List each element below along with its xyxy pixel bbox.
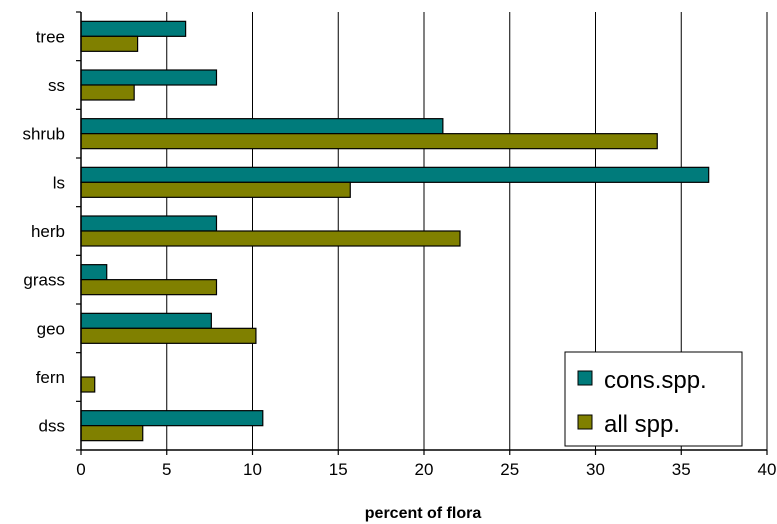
axes [76, 11, 768, 455]
x-tick-label-20: 20 [415, 460, 434, 479]
bar-dss-cons-spp [80, 410, 264, 427]
x-tick-label-10: 10 [243, 460, 262, 479]
x-tick-labels: 0 5 10 15 20 25 30 35 40 [76, 460, 776, 479]
legend: cons.spp. all spp. [564, 351, 743, 447]
bar-grass-all-spp [80, 279, 218, 296]
bars [80, 20, 710, 442]
bar-ss-cons-spp [80, 69, 218, 86]
legend-swatch-cons-spp [577, 370, 593, 386]
x-tick-label-35: 35 [672, 460, 691, 479]
bar-ls-cons-spp [80, 166, 710, 183]
bar-herb-all-spp [80, 230, 461, 247]
bar-tree-all-spp [80, 35, 139, 52]
category-label-geo: geo [37, 319, 65, 338]
category-label-ls: ls [53, 173, 65, 192]
category-label-ss: ss [48, 76, 65, 95]
x-tick-label-5: 5 [162, 460, 171, 479]
bar-herb-cons-spp [80, 215, 218, 232]
legend-label-cons-spp: cons.spp. [604, 367, 707, 394]
bar-ls-all-spp [80, 181, 351, 198]
x-axis-title: percent of flora [365, 505, 482, 522]
category-label-grass: grass [23, 271, 65, 290]
category-label-fern: fern [36, 368, 65, 387]
legend-box [564, 351, 743, 447]
bar-ss-all-spp [80, 84, 135, 101]
x-tick-label-15: 15 [329, 460, 348, 479]
legend-swatch-all-spp [577, 414, 593, 430]
legend-label-all-spp: all spp. [604, 411, 680, 438]
bar-geo-cons-spp [80, 312, 212, 329]
category-labels: tree ss shrub ls herb grass geo fern dss [22, 27, 65, 435]
category-label-shrub: shrub [22, 125, 65, 144]
x-tick-label-30: 30 [586, 460, 605, 479]
x-tick-label-25: 25 [500, 460, 519, 479]
x-tick-label-0: 0 [76, 460, 85, 479]
bar-tree-cons-spp [80, 20, 187, 37]
bar-fern-all-spp [80, 376, 96, 393]
bar-grass-cons-spp [80, 264, 108, 281]
bar-geo-all-spp [80, 327, 257, 344]
category-label-dss: dss [39, 417, 65, 436]
category-label-tree: tree [36, 27, 65, 46]
bar-dss-all-spp [80, 425, 144, 442]
x-tick-label-40: 40 [758, 460, 777, 479]
bar-shrub-all-spp [80, 133, 658, 150]
bar-shrub-cons-spp [80, 118, 444, 135]
category-label-herb: herb [31, 222, 65, 241]
